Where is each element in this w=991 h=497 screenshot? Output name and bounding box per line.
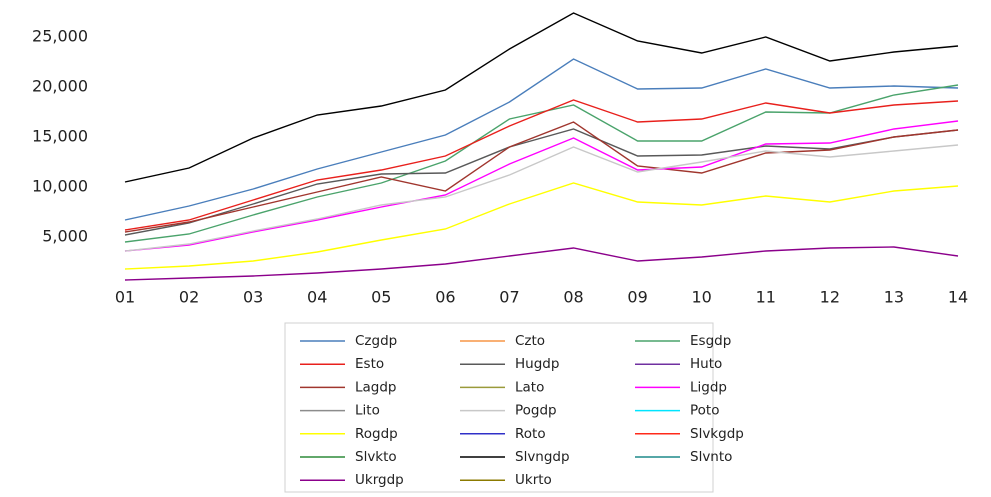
x-tick-label: 11 — [756, 288, 776, 307]
legend-label: Hugdp — [515, 356, 559, 372]
series-line — [124, 84, 959, 243]
x-tick-label: 07 — [499, 288, 519, 307]
x-tick-label: 08 — [563, 288, 583, 307]
series-line — [124, 144, 959, 252]
x-tick-label: 06 — [435, 288, 455, 307]
legend-label: Poto — [690, 403, 719, 419]
x-tick-label: 04 — [307, 288, 327, 307]
series-line — [124, 99, 959, 231]
legend-label: Roto — [515, 426, 546, 442]
legend-label: Ligdp — [690, 379, 727, 395]
legend-label: Czto — [515, 333, 545, 349]
y-tick-label: 5,000 — [42, 227, 88, 246]
legend-label: Rogdp — [355, 426, 398, 442]
series-line — [124, 58, 959, 221]
legend-label: Ukrgdp — [355, 472, 404, 488]
y-tick-label: 25,000 — [32, 27, 88, 46]
series-line — [124, 128, 959, 236]
legend-label: Slvngdp — [515, 449, 570, 465]
series-line — [124, 121, 959, 233]
legend-label: Slvkgdp — [690, 426, 744, 442]
y-tick-label: 10,000 — [32, 177, 88, 196]
legend-label: Lito — [355, 403, 380, 419]
legend-label: Slvkto — [355, 449, 397, 465]
series-line — [124, 182, 959, 270]
x-tick-label: 13 — [884, 288, 904, 307]
x-tick-label: 01 — [115, 288, 135, 307]
legend-label: Esto — [355, 356, 384, 372]
x-tick-label: 05 — [371, 288, 391, 307]
x-tick-label: 02 — [179, 288, 199, 307]
x-tick-label: 10 — [692, 288, 712, 307]
series-line — [124, 12, 959, 183]
series-line — [124, 246, 959, 281]
y-tick-label: 15,000 — [32, 127, 88, 146]
legend-label: Czgdp — [355, 333, 397, 349]
legend-label: Slvnto — [690, 449, 732, 465]
legend-label: Lagdp — [355, 379, 397, 395]
legend-label: Lato — [515, 379, 544, 395]
series-line — [124, 120, 959, 252]
x-tick-label: 03 — [243, 288, 263, 307]
legend-label: Pogdp — [515, 403, 557, 419]
x-tick-label: 14 — [948, 288, 968, 307]
legend-label: Huto — [690, 356, 722, 372]
x-tick-label: 09 — [627, 288, 647, 307]
legend-label: Ukrto — [515, 472, 552, 488]
legend-box — [284, 322, 714, 493]
x-tick-label: 12 — [820, 288, 840, 307]
y-tick-label: 20,000 — [32, 77, 88, 96]
legend-label: Esgdp — [690, 333, 731, 349]
